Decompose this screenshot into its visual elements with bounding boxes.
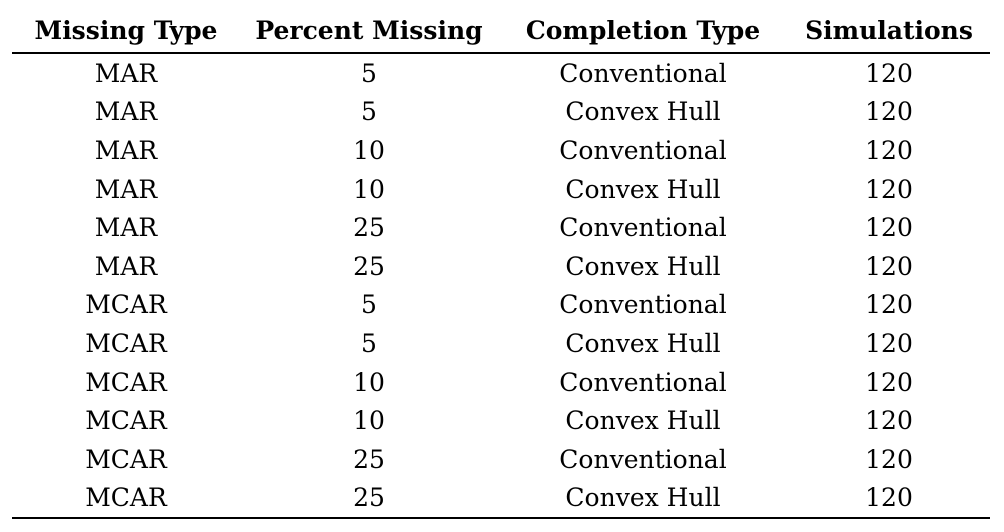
header-missing-type: Missing Type [12,8,240,54]
cell-missing-type: MCAR [85,328,167,358]
table-row: MCAR 10 Convex Hull 120 [12,401,990,440]
table-row: MCAR 5 Convex Hull 120 [12,324,990,363]
table-row: MAR 25 Convex Hull 120 [12,247,990,286]
header-row: Missing Type Percent Missing Completion … [12,8,990,54]
table-row: MCAR 25 Conventional 120 [12,440,990,479]
cell-percent-missing: 5 [361,290,377,320]
cell-completion-type: Convex Hull [565,406,721,436]
header-simulations: Simulations [788,8,990,54]
simulation-table-container: Missing Type Percent Missing Completion … [12,8,990,520]
cell-simulations: 120 [865,135,913,165]
cell-simulations: 120 [788,478,990,520]
cell-missing-type: MAR [94,251,158,281]
cell-completion-type: Conventional [559,58,727,88]
cell-missing-type: MCAR [12,478,240,520]
cell-percent-missing: 5 [361,58,377,88]
cell-percent-missing: 5 [361,328,377,358]
cell-missing-type: MAR [94,174,158,204]
table-row: MAR 10 Conventional 120 [12,131,990,170]
simulation-table: Missing Type Percent Missing Completion … [12,8,990,520]
cell-percent-missing: 10 [353,406,385,436]
table-body: MAR 5 Conventional 120 MAR 5 Convex Hull 120 MAR… [12,53,990,520]
cell-simulations: 120 [865,406,913,436]
table-row: MAR 5 Conventional 120 [12,53,990,93]
cell-missing-type: MAR [94,213,158,243]
cell-simulations: 120 [865,97,913,127]
cell-simulations: 120 [865,444,913,474]
cell-percent-missing: 25 [353,251,385,281]
header-completion-type: Completion Type [498,8,788,54]
header-percent-missing: Percent Missing [240,8,498,54]
cell-completion-type: Convex Hull [565,174,721,204]
cell-missing-type: MCAR [85,444,167,474]
table-row: MCAR 10 Conventional 120 [12,363,990,402]
cell-simulations: 120 [865,251,913,281]
cell-percent-missing: 25 [353,444,385,474]
table-row: MAR 10 Convex Hull 120 [12,170,990,209]
cell-completion-type: Convex Hull [565,97,721,127]
cell-missing-type: MCAR [85,406,167,436]
cell-percent-missing: 10 [353,367,385,397]
cell-simulations: 120 [865,213,913,243]
cell-simulations: 120 [865,290,913,320]
cell-completion-type: Convex Hull [565,328,721,358]
table-header: Missing Type Percent Missing Completion … [12,8,990,54]
cell-percent-missing: 10 [353,174,385,204]
cell-simulations: 120 [865,328,913,358]
cell-missing-type: MCAR [85,290,167,320]
cell-missing-type: MAR [94,135,158,165]
table-row: MAR 25 Conventional 120 [12,208,990,247]
cell-missing-type: MAR [94,97,158,127]
table-row: MAR 5 Convex Hull 120 [12,93,990,132]
cell-simulations: 120 [865,367,913,397]
cell-completion-type: Convex Hull [498,478,788,520]
cell-completion-type: Conventional [559,444,727,474]
table-row: MCAR 5 Conventional 120 [12,286,990,325]
cell-completion-type: Conventional [559,135,727,165]
cell-completion-type: Conventional [559,367,727,397]
cell-completion-type: Conventional [559,213,727,243]
cell-completion-type: Convex Hull [565,251,721,281]
cell-percent-missing: 5 [361,97,377,127]
cell-simulations: 120 [865,58,913,88]
cell-percent-missing: 10 [353,135,385,165]
cell-percent-missing: 25 [353,213,385,243]
cell-missing-type: MAR [94,58,158,88]
cell-percent-missing: 25 [240,478,498,520]
table-row: MCAR 25 Convex Hull 120 [12,478,990,520]
cell-completion-type: Conventional [559,290,727,320]
cell-missing-type: MCAR [85,367,167,397]
cell-simulations: 120 [865,174,913,204]
